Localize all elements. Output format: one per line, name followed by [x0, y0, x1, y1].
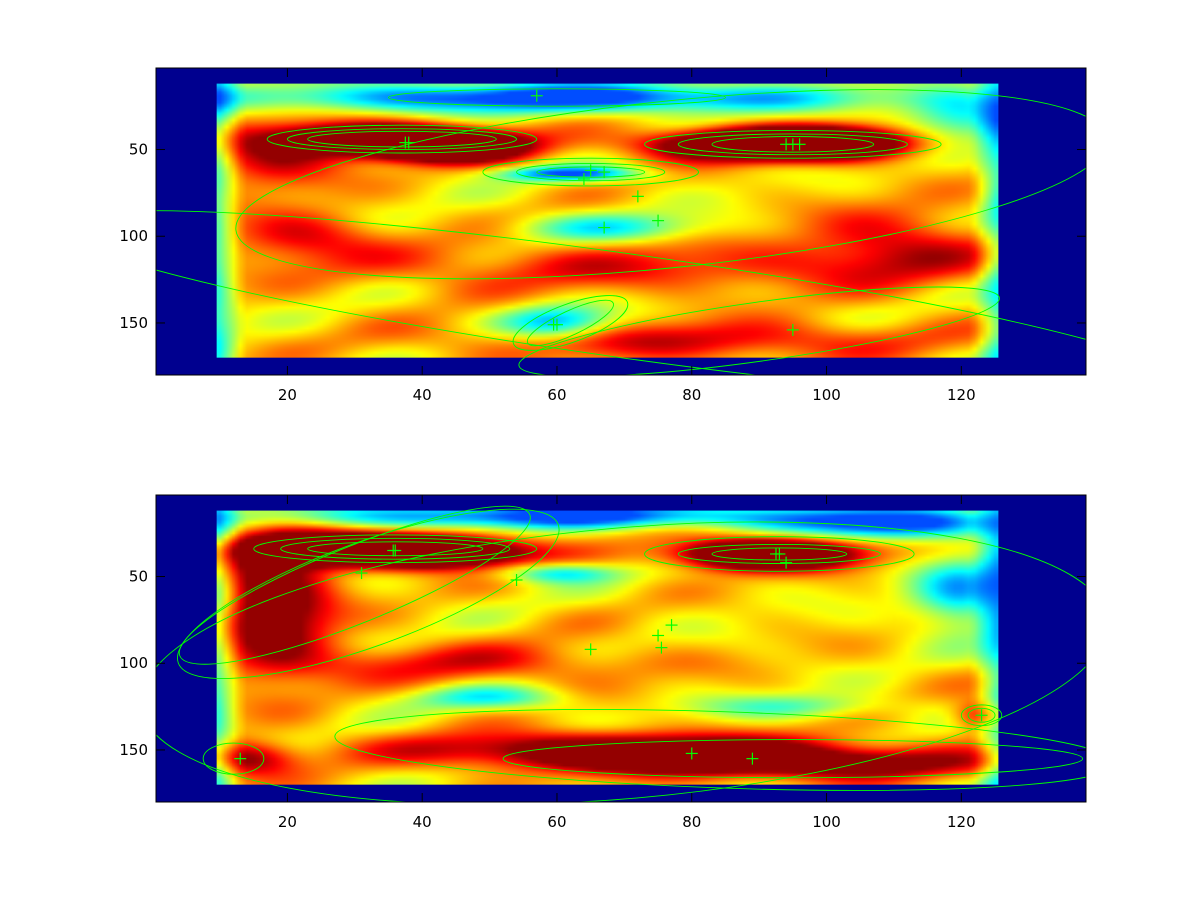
plus-marker [780, 556, 793, 569]
axes-frame [155, 494, 1087, 803]
contour-ellipse [967, 707, 996, 723]
plus-marker [577, 173, 590, 186]
plus-marker [510, 573, 523, 586]
contour-ellipse [518, 286, 1000, 375]
contour-ellipse [516, 162, 666, 182]
contour-ellipse [482, 157, 699, 187]
x-tick-label: 120 [947, 386, 976, 404]
contour-ellipse [711, 136, 875, 153]
x-tick-label: 20 [278, 813, 297, 831]
plus-marker [547, 318, 560, 331]
contour-ellipse [156, 210, 1086, 375]
contour-ellipse [388, 88, 726, 107]
y-tick-label: 150 [119, 741, 148, 759]
plus-marker [652, 629, 665, 642]
plus-marker [975, 709, 988, 722]
contour-ellipse [177, 508, 560, 680]
plus-marker [746, 752, 759, 765]
x-tick-label: 40 [413, 813, 432, 831]
plus-marker [598, 166, 611, 179]
x-tick-label: 100 [812, 386, 841, 404]
plus-marker [399, 136, 412, 149]
y-tick-label: 150 [119, 314, 148, 332]
axes-frame [155, 67, 1087, 376]
contour-ellipse [286, 128, 517, 150]
plus-marker [584, 164, 597, 177]
plus-marker [584, 643, 597, 656]
contour-ellipse [644, 129, 942, 159]
x-tick-label: 80 [682, 386, 701, 404]
contour-ellipse [178, 505, 531, 665]
plus-marker [655, 641, 668, 654]
plus-marker [598, 221, 611, 234]
x-tick-label: 100 [812, 813, 841, 831]
contour-ellipse [266, 124, 538, 154]
y-tick-label: 100 [119, 654, 148, 672]
plus-marker [631, 190, 644, 203]
plus-marker [234, 752, 247, 765]
plus-marker [773, 547, 786, 560]
heatmap-image [216, 83, 999, 358]
contour-ellipse [235, 89, 1086, 280]
y-tick-label: 50 [129, 141, 148, 159]
x-tick-label: 60 [547, 386, 566, 404]
contour-ellipse [253, 534, 538, 564]
contour-ellipse [644, 536, 915, 572]
contour-ellipse [711, 547, 848, 561]
contour-ellipse [502, 739, 1084, 779]
contour-ellipse [677, 133, 908, 156]
heatmap-image [216, 510, 999, 785]
contour-ellipse [307, 130, 497, 148]
plus-marker [665, 619, 678, 632]
y-tick-label: 50 [129, 568, 148, 586]
contour-ellipse [512, 295, 629, 351]
plus-marker [652, 214, 665, 227]
heatmap-subplot-top: 20 40 60 80 100 120 50 100 150 [119, 67, 1087, 404]
x-tick-label: 60 [547, 813, 566, 831]
plus-marker [387, 544, 400, 557]
plus-marker [685, 747, 698, 760]
plus-marker [786, 323, 799, 336]
x-tick-label: 80 [682, 813, 701, 831]
contour-ellipse [156, 521, 1086, 802]
contour-ellipse [526, 299, 614, 347]
x-tick-label: 40 [413, 386, 432, 404]
contour-ellipse [202, 742, 265, 775]
x-tick-label: 20 [278, 386, 297, 404]
plus-marker [793, 138, 806, 151]
x-tick-label: 120 [947, 813, 976, 831]
contour-ellipse [280, 537, 511, 560]
plus-marker [530, 89, 543, 102]
contour-ellipse [677, 543, 881, 564]
heatmap-subplot-bottom: 20 40 60 80 100 120 50 100 150 [119, 494, 1087, 831]
plus-marker [355, 567, 368, 580]
y-tick-label: 100 [119, 227, 148, 245]
